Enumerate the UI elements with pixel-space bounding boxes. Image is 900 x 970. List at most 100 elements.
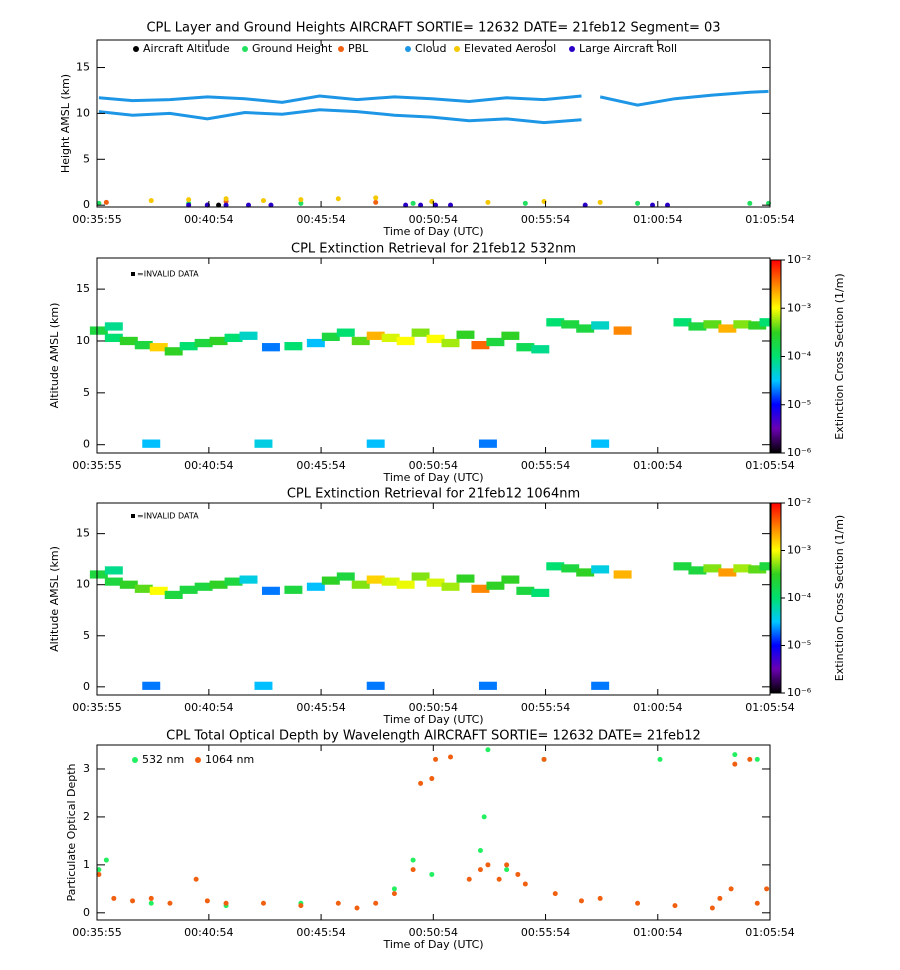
data-point [597, 199, 603, 205]
x-tick-label: 00:40:54 [184, 701, 233, 714]
heat-cell [591, 565, 610, 574]
legend-marker [242, 46, 248, 52]
heat-cell [478, 681, 497, 690]
x-tick-label: 00:55:54 [521, 459, 570, 472]
data-point [335, 196, 341, 202]
legend-label: PBL [348, 42, 369, 55]
series-line [98, 89, 769, 125]
data-point [672, 903, 678, 909]
heat-cell [613, 570, 632, 579]
data-point [373, 900, 379, 906]
data-point [448, 202, 454, 208]
data-point [664, 202, 670, 208]
heat-cell [516, 586, 535, 595]
plot-area [96, 747, 770, 911]
heat-cell [104, 333, 123, 343]
x-tick-label: 01:05:54 [745, 926, 794, 939]
y-tick-label: 0 [83, 906, 90, 919]
heat-cell [351, 336, 370, 346]
x-tick-label: 00:55:54 [521, 213, 570, 226]
plot-area [89, 562, 778, 690]
heat-cell [164, 590, 183, 599]
heat-cell [703, 564, 722, 573]
colorbar [770, 502, 782, 694]
heat-cell [688, 322, 707, 331]
heat-cell [426, 578, 445, 587]
data-point [481, 814, 487, 820]
heat-cell [306, 338, 325, 348]
heat-cell [411, 328, 430, 337]
colorbar-tick-label: 10⁻⁴ [787, 591, 812, 604]
heat-cell [456, 330, 475, 339]
heat-cell [306, 582, 325, 591]
data-point [193, 876, 199, 882]
heat-cell [89, 326, 108, 335]
heat-cell [613, 326, 632, 335]
data-point [391, 886, 397, 892]
heat-cell [336, 572, 355, 581]
data-point [552, 891, 558, 897]
colorbar-tick-label: 10⁻³ [787, 544, 811, 557]
data-point [260, 198, 266, 204]
invalid-marker [131, 272, 135, 276]
data-point [485, 747, 491, 753]
heat-cell [673, 562, 692, 571]
heat-cell [576, 568, 595, 577]
heat-cell [149, 343, 168, 352]
heat-cell [561, 564, 580, 573]
heat-cell [224, 333, 243, 343]
data-point [298, 197, 304, 203]
data-point [223, 202, 229, 208]
data-point [111, 895, 117, 901]
data-point [754, 756, 760, 762]
x-tick-label: 01:05:54 [745, 213, 794, 226]
heat-cell [516, 343, 535, 352]
heat-cell [224, 577, 243, 586]
y-tick-label: 10 [76, 106, 90, 119]
heat-cell [759, 318, 778, 327]
heat-cell [209, 580, 228, 589]
data-point [298, 200, 304, 206]
data-point [130, 898, 136, 904]
x-tick-label: 00:55:54 [521, 926, 570, 939]
colorbar-tick-label: 10⁻² [787, 253, 811, 266]
data-point [657, 756, 663, 762]
heat-cell [142, 439, 161, 448]
heat-cell [501, 575, 520, 584]
data-point [433, 202, 439, 208]
plot-area [89, 318, 778, 448]
data-point [96, 871, 102, 877]
x-tick-label: 00:45:54 [296, 213, 345, 226]
plot-area [96, 89, 772, 208]
data-point [418, 780, 424, 786]
x-tick-label: 00:50:54 [409, 701, 458, 714]
colorbar-tick-label: 10⁻⁵ [787, 398, 811, 411]
data-point [103, 857, 109, 863]
heat-cell [366, 331, 385, 340]
heat-cell [119, 580, 138, 589]
legend-label: Aircraft Altitude [143, 42, 230, 55]
data-point [496, 876, 502, 882]
x-tick-label: 00:45:54 [296, 926, 345, 939]
legend-marker [132, 757, 138, 763]
annotation: =INVALID DATA [137, 270, 199, 279]
y-tick-label: 0 [83, 198, 90, 211]
data-point [764, 886, 770, 892]
data-point [148, 198, 154, 204]
data-point [541, 756, 547, 762]
heat-cell [142, 681, 161, 690]
data-point [522, 200, 528, 206]
x-tick-label: 00:55:54 [521, 701, 570, 714]
data-point [732, 761, 738, 767]
heat-cell [531, 588, 550, 597]
y-tick-label: 15 [76, 527, 90, 540]
x-axis-label: Time of Day (UTC) [382, 713, 483, 726]
heat-cell [591, 681, 610, 690]
data-point [186, 202, 192, 208]
y-tick-label: 15 [76, 282, 90, 295]
heat-cell [411, 572, 430, 581]
heat-cell [478, 439, 497, 448]
y-axis-label: Particulate Optical Depth [65, 763, 78, 901]
heat-cell [703, 320, 722, 329]
x-tick-label: 01:05:54 [745, 459, 794, 472]
